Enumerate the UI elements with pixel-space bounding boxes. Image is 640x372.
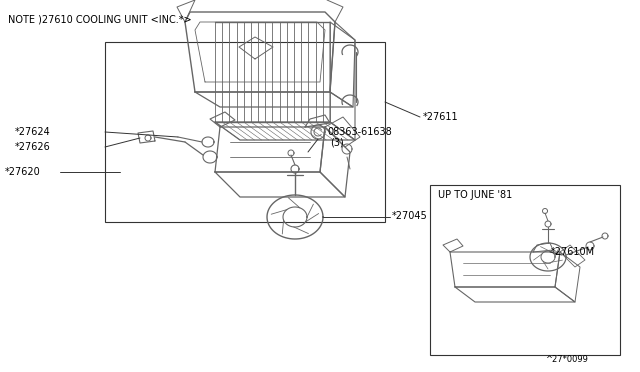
Bar — [105, 42, 385, 222]
Text: *27610M: *27610M — [551, 247, 595, 257]
Text: NOTE )27610 COOLING UNIT <INC.*>: NOTE )27610 COOLING UNIT <INC.*> — [8, 14, 191, 24]
Text: *27624: *27624 — [15, 127, 51, 137]
Text: *27611: *27611 — [423, 112, 459, 122]
Text: UP TO JUNE '81: UP TO JUNE '81 — [438, 190, 512, 200]
Bar — [430, 185, 620, 355]
Text: *27626: *27626 — [15, 142, 51, 152]
Text: *27620: *27620 — [5, 167, 41, 177]
Text: ^27*0099: ^27*0099 — [545, 355, 588, 364]
Text: (3): (3) — [330, 137, 344, 147]
Text: 08363-61638: 08363-61638 — [327, 127, 392, 137]
Text: *27045: *27045 — [392, 211, 428, 221]
